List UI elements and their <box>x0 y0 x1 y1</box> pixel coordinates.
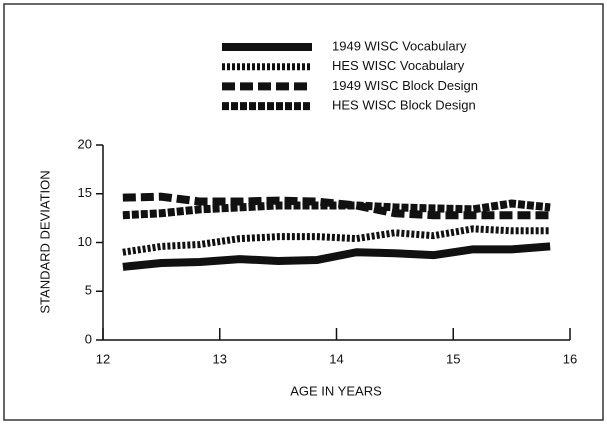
legend-label: 1949 WISC Vocabulary <box>332 38 467 53</box>
y-tick-label: 15 <box>78 185 92 200</box>
x-axis-label: AGE IN YEARS <box>290 383 382 398</box>
series-line <box>122 225 551 256</box>
series-line <box>122 242 551 271</box>
y-tick-label: 10 <box>78 234 92 249</box>
x-tick-label: 15 <box>446 351 460 366</box>
x-tick-label: 12 <box>96 351 110 366</box>
y-tick-label: 0 <box>85 331 92 346</box>
x-tick-label: 13 <box>213 351 227 366</box>
series-line <box>122 199 551 220</box>
y-axis-label: STANDARD DEVIATION <box>37 170 52 313</box>
y-tick-label: 5 <box>85 283 92 298</box>
legend-label: HES WISC Vocabulary <box>332 58 465 73</box>
legend-label: 1949 WISC Block Design <box>332 78 478 93</box>
y-tick-label: 20 <box>78 136 92 151</box>
x-tick-label: 16 <box>563 351 577 366</box>
legend-label: HES WISC Block Design <box>332 98 476 113</box>
x-tick-label: 14 <box>329 351 343 366</box>
